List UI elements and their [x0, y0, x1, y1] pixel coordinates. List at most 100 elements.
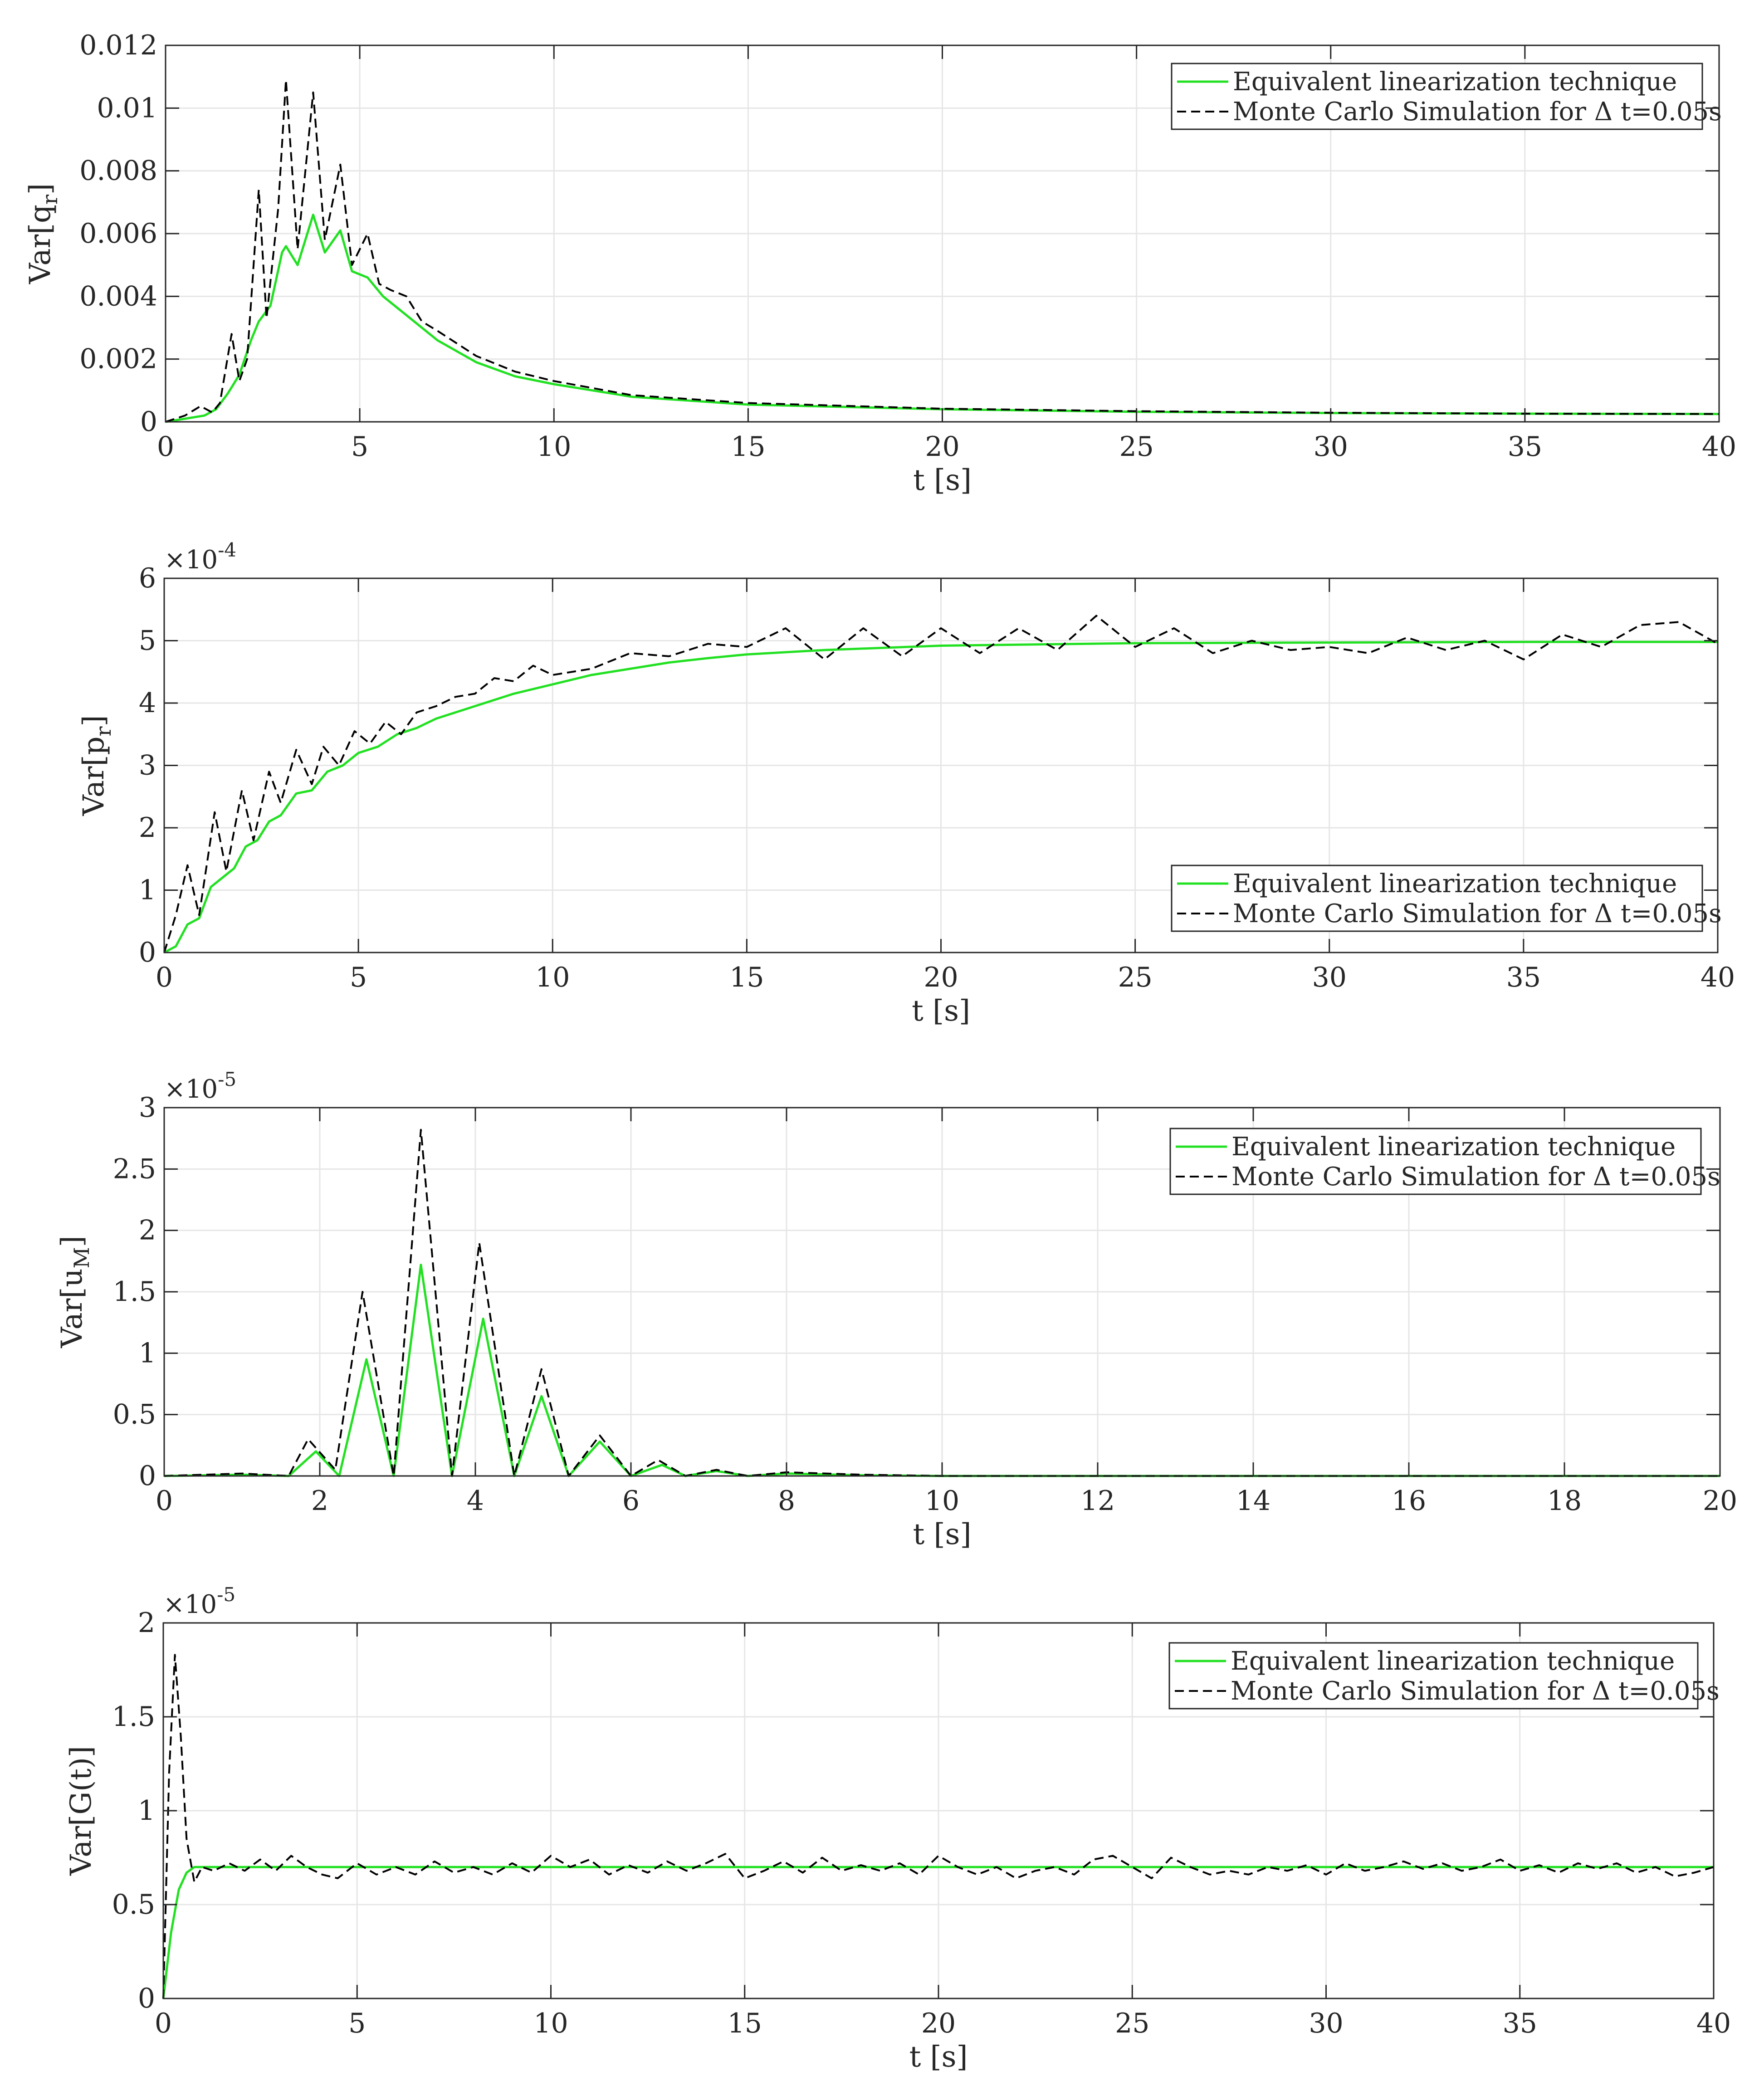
x-tick-label: 0: [157, 431, 174, 463]
y-tick-label: 0.012: [79, 29, 157, 61]
x-tick-label: 6: [622, 1485, 640, 1517]
x-tick-label: 0: [156, 962, 173, 993]
x-tick-label: 10: [925, 1485, 959, 1517]
legend-entry-label: Equivalent linearization technique: [1231, 1647, 1675, 1676]
legend: Equivalent linearization techniqueMonte …: [1171, 865, 1722, 932]
x-tick-label: 2: [311, 1485, 328, 1517]
x-tick-label: 25: [1115, 2008, 1149, 2039]
x-tick-label: 25: [1118, 962, 1152, 993]
y-tick-label: 2: [139, 812, 156, 844]
y-tick-label: 0: [139, 1460, 156, 1492]
y-tick-label: 1.5: [112, 1701, 155, 1733]
legend-entry-label: Monte Carlo Simulation for Δ t=0.05s: [1231, 1162, 1720, 1192]
x-tick-label: 10: [535, 962, 570, 993]
x-tick-label: 30: [1312, 962, 1347, 993]
monte-carlo-series-line: [162, 1654, 1714, 1999]
x-tick-label: 40: [1696, 2008, 1731, 2039]
x-tick-label: 12: [1080, 1485, 1115, 1517]
y-tick-label: 0.01: [97, 92, 157, 124]
x-tick-label: 30: [1314, 431, 1348, 463]
legend: Equivalent linearization techniqueMonte …: [1169, 1128, 1720, 1195]
x-tick-label: 15: [729, 962, 764, 993]
x-tick-label: 18: [1547, 1485, 1582, 1517]
x-tick-label: 40: [1700, 962, 1735, 993]
y-tick-label: 2: [139, 1215, 156, 1246]
y-tick-label: 0.002: [79, 343, 157, 375]
x-tick-label: 20: [921, 2008, 956, 2039]
x-tick-label: 10: [533, 2008, 568, 2039]
equivalent-linearization-series-line: [163, 640, 1718, 954]
y-axis-label: Var[uM]: [55, 1236, 94, 1348]
equivalent-linearization-series-line: [165, 214, 1720, 423]
y-tick-label: 3: [139, 750, 156, 782]
y-tick-label: 0: [140, 406, 157, 438]
y-tick-label: 2.5: [113, 1153, 156, 1185]
y-tick-label: 0.004: [79, 280, 157, 312]
y-axis-exponent: ×10-5: [164, 1068, 236, 1104]
x-tick-label: 5: [348, 2008, 366, 2039]
equivalent-linearization-series-line: [162, 1866, 1714, 1999]
x-tick-label: 16: [1392, 1485, 1426, 1517]
y-tick-label: 1: [138, 1795, 155, 1827]
x-tick-label: 35: [1508, 431, 1542, 463]
x-tick-label: 5: [351, 431, 368, 463]
legend-box: [1168, 1642, 1699, 1710]
y-tick-label: 0: [138, 1983, 155, 2014]
y-tick-label: 0: [139, 937, 156, 968]
x-tick-label: 35: [1506, 962, 1541, 993]
y-tick-label: 1.5: [113, 1276, 156, 1308]
y-axis-exponent: ×10-4: [164, 539, 236, 575]
x-tick-label: 20: [924, 962, 958, 993]
legend-entry-label: Monte Carlo Simulation for Δ t=0.05s: [1233, 899, 1722, 928]
x-axis-label: t [s]: [913, 1518, 972, 1551]
x-tick-label: 0: [156, 1485, 173, 1517]
chart-panel-var-qr: 0 5 10 15 20 25 30 35 40 0 0.002 0.004 0.006 0.008 0.0…: [24, 29, 1736, 497]
x-tick-label: 8: [778, 1485, 795, 1517]
y-tick-label: 2: [138, 1607, 155, 1639]
y-tick-label: 0.006: [79, 218, 157, 249]
legend: Equivalent linearization techniqueMonte …: [1171, 63, 1722, 130]
x-tick-label: 35: [1503, 2008, 1537, 2039]
x-tick-label: 40: [1702, 431, 1736, 463]
x-tick-label: 14: [1236, 1485, 1270, 1517]
legend-box: [1169, 1128, 1702, 1195]
legend-entry-label: Monte Carlo Simulation for Δ t=0.05s: [1233, 97, 1722, 127]
y-tick-label: 3: [139, 1092, 156, 1124]
y-tick-label: 4: [139, 687, 156, 719]
x-axis-label: t [s]: [909, 2040, 968, 2074]
x-axis-label: t [s]: [913, 464, 972, 497]
x-tick-label: 20: [1703, 1485, 1737, 1517]
legend-entry-label: Equivalent linearization technique: [1231, 1132, 1676, 1162]
y-tick-label: 5: [139, 625, 156, 657]
y-tick-label: 0.5: [113, 1399, 156, 1431]
chart-panel-var-pr: 0 5 10 15 20 25 30 35 40 0 1 2 3 4 5 6×10-4 t [s] Var[pr]…: [77, 539, 1735, 1028]
chart-panel-var-um: 0 2 4 6 8 10 12 14 16 18 20 0 0.5 1 1.5 2 2.5 3×10-5 t [s]…: [55, 1068, 1737, 1551]
legend-box: [1171, 865, 1703, 932]
y-axis-exponent: ×10-5: [163, 1583, 235, 1619]
chart-panel-var-gt: 0 5 10 15 20 25 30 35 40 0 0.5 1 1.5 2×10-5 t [s] Var[G…: [64, 1583, 1731, 2074]
x-tick-label: 5: [350, 962, 367, 993]
monte-carlo-series-line: [163, 615, 1718, 953]
x-tick-label: 30: [1309, 2008, 1343, 2039]
y-axis-label: Var[pr]: [77, 715, 116, 816]
monte-carlo-series-line: [165, 79, 1720, 423]
x-tick-label: 15: [731, 431, 765, 463]
x-tick-label: 25: [1119, 431, 1153, 463]
x-axis-label: t [s]: [912, 994, 970, 1028]
legend-entry-label: Equivalent linearization technique: [1233, 869, 1677, 899]
legend-entry-label: Monte Carlo Simulation for Δ t=0.05s: [1231, 1676, 1720, 1706]
y-tick-label: 1: [139, 1337, 156, 1369]
x-tick-label: 20: [925, 431, 959, 463]
x-tick-label: 15: [728, 2008, 762, 2039]
legend: Equivalent linearization techniqueMonte …: [1168, 1642, 1720, 1710]
x-tick-label: 0: [155, 2008, 172, 2039]
y-tick-label: 0.008: [79, 155, 157, 187]
y-axis-label: Var[G(t)]: [64, 1746, 98, 1876]
legend-entry-label: Equivalent linearization technique: [1233, 67, 1677, 97]
monte-carlo-series-line: [164, 1129, 1720, 1477]
legend-box: [1171, 63, 1703, 130]
x-tick-label: 10: [537, 431, 571, 463]
y-axis-label: Var[qr]: [24, 183, 62, 284]
